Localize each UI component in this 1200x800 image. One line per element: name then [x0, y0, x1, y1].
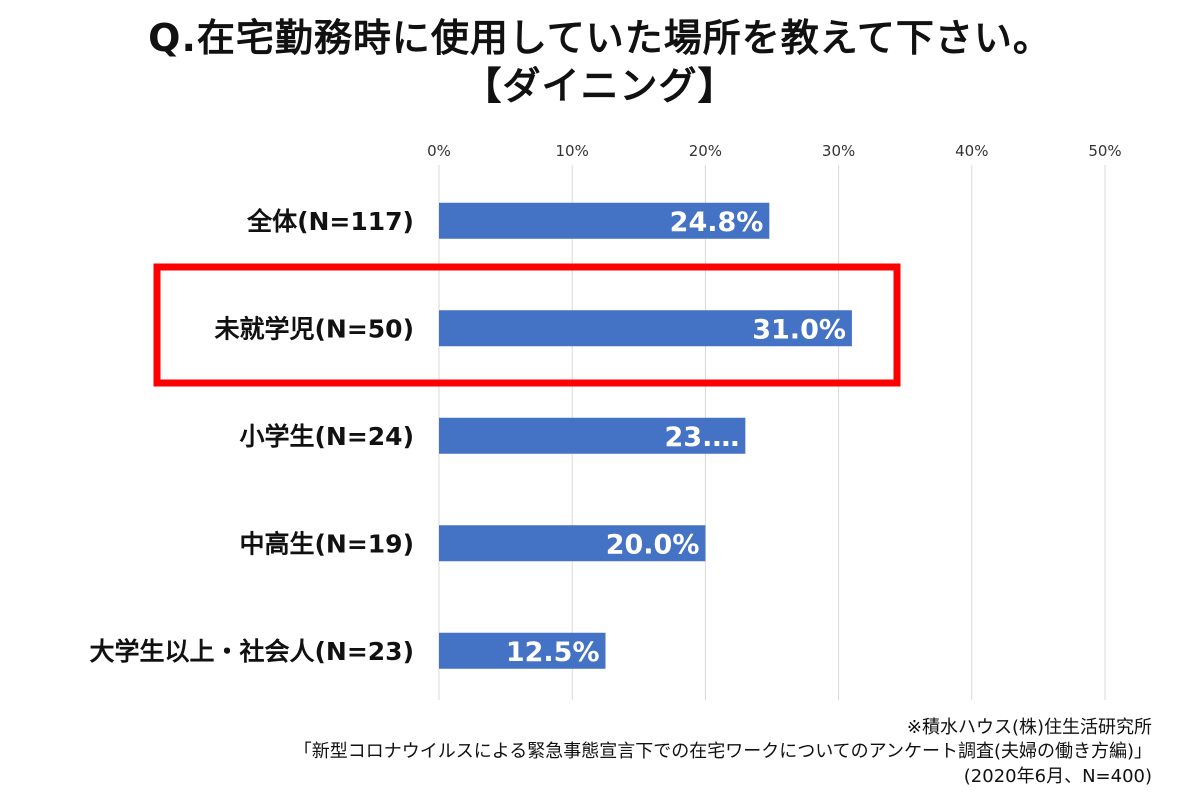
- x-axis-tick-labels: 0% 10% 20% 30% 40% 50%: [427, 142, 1122, 160]
- x-tick-label: 40%: [955, 142, 988, 160]
- data-label: 20.0%: [606, 529, 700, 560]
- bar: [439, 310, 852, 347]
- source-date-sample: (2020年6月、N=400): [963, 766, 1152, 787]
- highlight-frame: [153, 263, 901, 387]
- category-label: 小学生(N=24): [239, 422, 414, 451]
- category-label: 中高生(N=19): [239, 529, 414, 558]
- x-tick-label: 50%: [1088, 142, 1121, 160]
- category-label: 全体(N=117): [246, 207, 414, 236]
- x-tick-label: 30%: [822, 142, 855, 160]
- bar: [439, 202, 770, 239]
- chart-title-question: Q.在宅勤務時に使用していた場所を教えて下さい。: [148, 16, 1052, 60]
- bar: [439, 525, 706, 562]
- x-tick-label: 0%: [427, 142, 451, 160]
- source-survey-name: 「新型コロナウイルスによる緊急事態宣言下での在宅ワークについてのアンケート調査(…: [293, 741, 1152, 762]
- x-tick-label: 10%: [556, 142, 589, 160]
- data-label: 31.0%: [752, 314, 846, 345]
- source-credit: ※積水ハウス(株)住生活研究所: [906, 717, 1152, 738]
- category-labels: 全体(N=117) 未就学児(N=50) 小学生(N=24) 中高生(N=19) 大学生…: [89, 207, 414, 666]
- x-tick-label: 20%: [689, 142, 722, 160]
- data-label: 24.8%: [670, 207, 764, 238]
- data-label: 23.…: [665, 422, 740, 453]
- data-label: 12.5%: [506, 637, 600, 668]
- highlight-box: [153, 263, 901, 387]
- bar: [439, 632, 606, 669]
- bars: [439, 202, 852, 669]
- data-labels: 24.8% 31.0% 23.… 20.0% 12.5%: [506, 207, 846, 668]
- category-label: 大学生以上・社会人(N=23): [89, 637, 414, 666]
- category-label: 未就学児(N=50): [214, 314, 414, 343]
- bar: [439, 417, 746, 454]
- chart-title-subject: 【ダイニング】: [463, 64, 737, 108]
